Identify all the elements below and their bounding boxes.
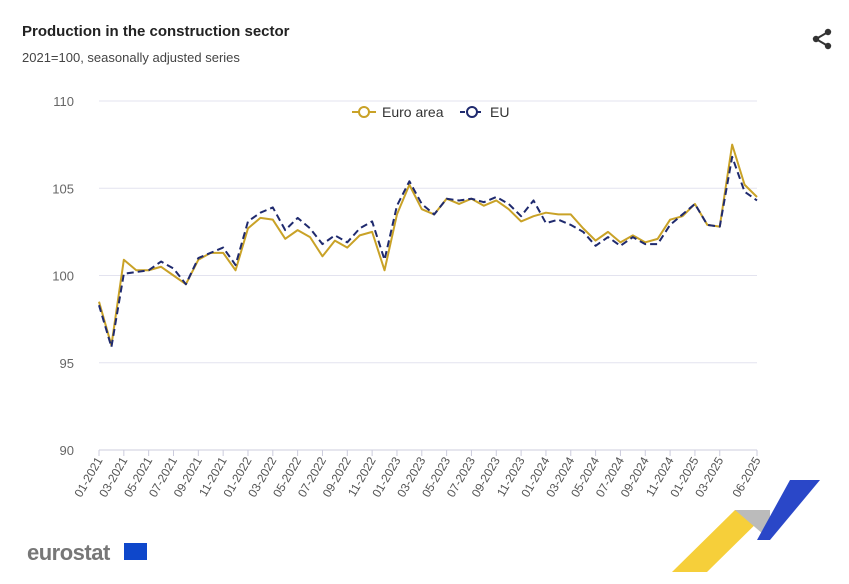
series-line-euro-area xyxy=(98,143,758,347)
eurostat-logo: eurostat xyxy=(27,540,110,565)
legend-label[interactable]: EU xyxy=(490,104,509,120)
legend-marker xyxy=(466,106,478,118)
decor-blue-stripe xyxy=(757,480,820,540)
y-tick-label: 90 xyxy=(60,443,74,458)
series-line-eu xyxy=(98,155,758,349)
chart-subtitle: 2021=100, seasonally adjusted series xyxy=(22,50,240,65)
y-tick-label: 100 xyxy=(52,269,74,284)
eu-flag-icon xyxy=(124,543,147,560)
legend-label[interactable]: Euro area xyxy=(382,104,444,120)
y-tick-label: 95 xyxy=(60,356,74,371)
share-icon[interactable] xyxy=(810,27,834,51)
decor-yellow-stripe xyxy=(672,510,770,572)
x-tick-label: 06-2025 xyxy=(729,454,763,499)
legend-marker xyxy=(358,106,370,118)
y-tick-label: 105 xyxy=(52,181,74,196)
y-tick-label: 110 xyxy=(53,94,74,109)
chart-title: Production in the construction sector xyxy=(22,23,290,40)
